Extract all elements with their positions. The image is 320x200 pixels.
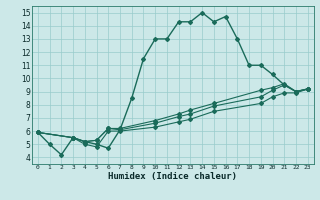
X-axis label: Humidex (Indice chaleur): Humidex (Indice chaleur) <box>108 172 237 181</box>
